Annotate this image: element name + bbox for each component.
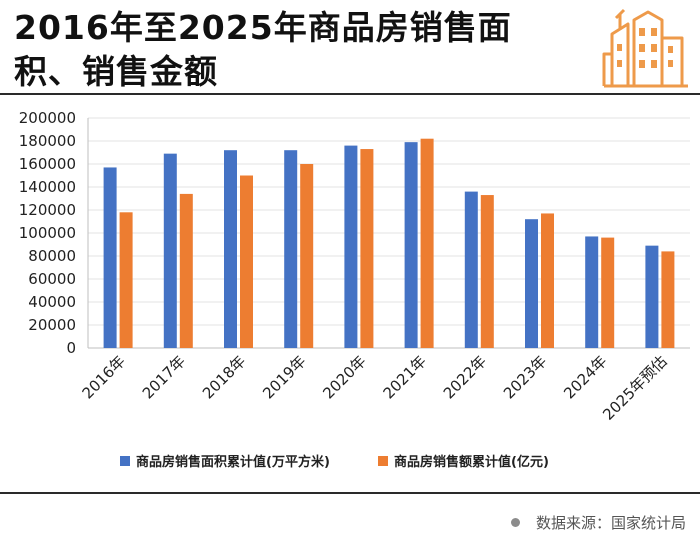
bar-sales-area [525, 219, 538, 348]
y-tick-label: 180000 [19, 132, 76, 150]
x-tick-label: 2024年 [560, 352, 610, 402]
bar-chart: 0 20000 40000 60000 80000 100000 120000 140000 1… [19, 109, 690, 470]
legend-swatch-sales-area [120, 456, 130, 466]
bar-sales-area [464, 191, 478, 348]
y-tick-label: 40000 [28, 293, 76, 311]
bar-sales-amount [300, 164, 314, 348]
y-tick-label: 20000 [28, 316, 76, 334]
x-tick-label: 2018年 [199, 352, 249, 402]
x-tick-label: 2016年 [79, 352, 129, 402]
y-tick-label: 60000 [28, 270, 76, 288]
bar-sales-amount [541, 213, 554, 348]
bar-sales-amount [360, 149, 374, 348]
bar-sales-area [645, 245, 659, 348]
x-tick-label: 2023年 [500, 352, 550, 402]
bar-sales-area [224, 150, 237, 348]
source-text: 数据来源：国家统计局 [535, 514, 686, 532]
y-tick-label: 200000 [19, 109, 76, 127]
bar-sales-area [404, 142, 418, 348]
bottom-divider [0, 492, 700, 494]
bar-sales-amount [179, 193, 193, 348]
x-tick-label: 2019年 [259, 352, 309, 402]
x-tick-label: 2020年 [319, 352, 369, 402]
bar-sales-area [344, 145, 358, 348]
bar-sales-area [585, 236, 599, 348]
bar-sales-amount [240, 175, 253, 348]
y-tick-label: 100000 [19, 224, 76, 242]
x-tick-label: 2025年预估 [599, 352, 671, 424]
buildings-icon [602, 8, 688, 88]
bar-sales-amount [480, 195, 494, 348]
bar-sales-area [163, 153, 177, 348]
x-tick-label: 2017年 [139, 352, 189, 402]
bar-sales-amount [661, 251, 675, 348]
y-tick-label: 120000 [19, 201, 76, 219]
y-tick-label: 160000 [19, 155, 76, 173]
bar-sales-area [284, 150, 298, 348]
x-tick-label: 2022年 [440, 352, 490, 402]
bar-sales-amount [119, 212, 133, 348]
legend-label-sales-area: 商品房销售面积累计值(万平方米) [136, 454, 330, 470]
x-tick-label: 2021年 [380, 352, 430, 402]
y-tick-label: 0 [66, 339, 76, 357]
bar-sales-area [103, 167, 117, 348]
page-title: 2016年至2025年商品房销售面积、销售金额 [14, 8, 512, 91]
y-tick-label: 80000 [28, 247, 76, 265]
bar-sales-amount [420, 138, 434, 348]
bullet-icon [510, 518, 520, 527]
legend-label-sales-amount: 商品房销售额累计值(亿元) [394, 454, 549, 470]
legend-swatch-sales-amount [378, 456, 388, 466]
y-tick-label: 140000 [19, 178, 76, 196]
source-note: 数据来源：国家统计局 [510, 512, 686, 533]
bar-sales-amount [601, 237, 615, 348]
top-divider [0, 93, 700, 95]
